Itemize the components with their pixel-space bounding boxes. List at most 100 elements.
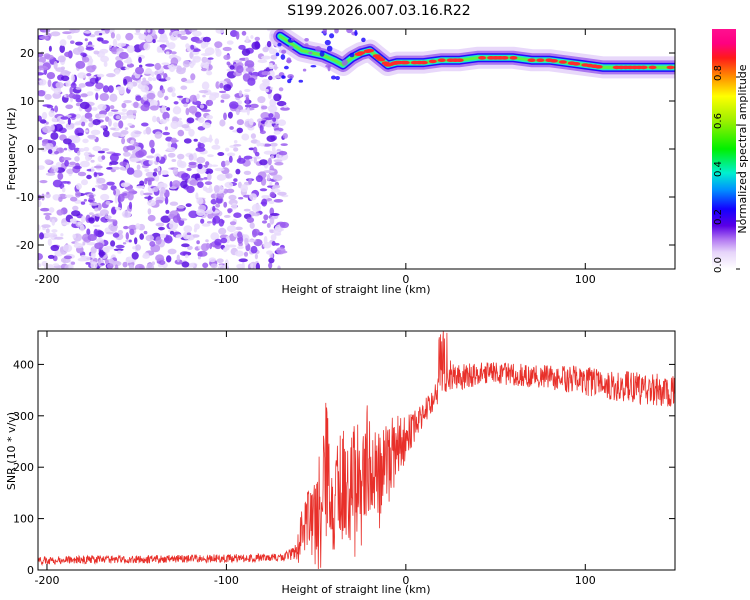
signal-onset-speckle: [329, 33, 335, 39]
spectrogram-noise-speckle: [273, 93, 282, 102]
spectrogram-noise-speckle: [158, 260, 166, 265]
spectrogram-noise-speckle: [93, 165, 103, 169]
spectrogram-noise-speckle: [227, 111, 233, 119]
signal-track-peak: [401, 60, 410, 65]
spectrogram-noise-speckle: [79, 224, 85, 232]
spectrogram-noise-speckle: [270, 188, 281, 193]
spectrogram-noise-speckle: [210, 263, 218, 269]
spectrogram-noise-speckle: [118, 86, 125, 95]
spectrogram-noise-speckle: [261, 79, 270, 84]
spectrogram-noise-speckle: [272, 184, 281, 189]
spectrogram-noise-speckle: [189, 60, 195, 69]
spectrogram-noise-speckle: [105, 116, 110, 122]
spectrogram-noise-speckle: [128, 264, 135, 269]
spectrogram-noise-speckle: [118, 51, 129, 60]
spectrogram-noise-speckle: [269, 216, 275, 225]
spectrogram-noise-speckle: [224, 160, 230, 166]
spectrogram-noise-speckle: [157, 166, 161, 172]
spectrogram-noise-speckle: [178, 117, 182, 121]
spectrogram-noise-speckle: [123, 225, 129, 230]
spectrogram-noise-speckle: [38, 263, 42, 268]
spectrogram-noise-speckle: [270, 155, 275, 159]
spectrogram-noise-speckle: [259, 124, 264, 133]
spectrogram-noise-speckle: [270, 54, 278, 60]
spectrogram-noise-speckle: [124, 67, 130, 70]
colorbar-tick-label: 0.2: [713, 209, 724, 225]
spectrogram-noise-speckle: [45, 142, 54, 151]
spectrogram-noise-speckle: [170, 120, 179, 130]
spectrogram-noise-speckle: [223, 84, 232, 92]
spectrogram-noise-speckle: [132, 169, 143, 178]
spectrogram-noise-speckle: [128, 201, 133, 210]
spectrogram-noise-speckle: [101, 155, 106, 161]
spectrogram-noise-speckle: [146, 155, 155, 159]
spectrogram-noise-speckle: [100, 125, 107, 129]
spectrogram-noise-speckle: [83, 198, 87, 202]
spectrogram-noise-speckle: [96, 177, 106, 184]
spectrogram-noise-speckle: [212, 215, 221, 224]
spectrogram-noise-speckle: [97, 103, 107, 111]
spectrogram-noise-speckle: [226, 225, 237, 233]
spectrogram-noise-speckle: [133, 101, 139, 109]
spectrogram-noise-speckle: [87, 199, 94, 203]
spectrogram-noise-speckle: [158, 78, 168, 82]
spectrogram-noise-speckle: [74, 156, 80, 162]
spectrogram-noise-speckle: [146, 263, 155, 269]
spectrogram-noise-speckle: [189, 234, 194, 240]
spectrogram-noise-speckle: [229, 65, 235, 70]
spectrogram-noise-speckle: [181, 124, 190, 129]
spectrogram-y-tick-label: -10: [16, 191, 34, 204]
spectrogram-noise-speckle: [147, 29, 151, 33]
snr-y-tick-label: 300: [13, 410, 34, 423]
spectrogram-noise-speckle: [87, 134, 97, 139]
spectrogram-noise-speckle: [156, 46, 162, 53]
spectrogram-noise-speckle: [156, 116, 160, 123]
spectrogram-noise-speckle: [48, 45, 52, 52]
spectrogram-noise-speckle: [55, 81, 64, 89]
signal-onset-speckle: [322, 29, 327, 34]
signal-track-peak: [527, 58, 536, 62]
spectrogram-noise-speckle: [185, 97, 189, 103]
spectrogram-noise-speckle: [70, 29, 80, 34]
spectrogram-noise-speckle: [207, 173, 212, 181]
spectrogram-noise-speckle: [282, 133, 288, 139]
spectrogram-noise-speckle: [50, 132, 59, 140]
spectrogram-noise-speckle: [155, 156, 160, 163]
signal-onset-speckle: [283, 65, 289, 70]
spectrogram-noise-speckle: [241, 30, 247, 36]
spectrogram-noise-speckle: [121, 137, 126, 145]
spectrogram-noise-speckle: [83, 30, 92, 34]
spectrogram-noise-speckle: [137, 149, 147, 157]
spectrogram-noise-speckle: [135, 66, 144, 75]
spectrogram-noise-speckle: [55, 67, 65, 72]
spectrogram-noise-speckle: [120, 130, 129, 135]
spectrogram-noise-speckle: [161, 170, 169, 176]
spectrogram-noise-speckle: [195, 192, 199, 200]
spectrogram-noise-speckle: [223, 247, 228, 253]
signal-onset-speckle: [324, 39, 331, 46]
spectrogram-noise-speckle: [104, 29, 110, 34]
spectrogram-noise-speckle: [272, 145, 276, 153]
spectrogram-noise-speckle: [75, 60, 86, 69]
spectrogram-noise-speckle: [201, 109, 211, 112]
spectrogram-noise-speckle: [249, 222, 255, 229]
spectrogram-noise-speckle: [266, 135, 276, 143]
spectrogram-noise-speckle: [51, 229, 58, 233]
spectrogram-noise-speckle: [59, 44, 65, 54]
spectrogram-noise-speckle: [82, 241, 86, 246]
signal-onset-speckle: [346, 29, 353, 34]
spectrogram-noise-speckle: [262, 46, 269, 53]
spectrogram-noise-speckle: [251, 203, 261, 212]
spectrogram-noise-speckle: [88, 217, 95, 224]
snr-y-label: SNR (10 * v/v): [5, 412, 18, 490]
spectrogram-noise-speckle: [110, 226, 118, 232]
spectrogram-noise-speckle: [66, 127, 73, 130]
signal-onset-speckle: [275, 52, 280, 57]
spectrogram-noise-speckle: [199, 104, 205, 109]
colorbar-tick-label: 0.8: [713, 65, 724, 81]
signal-onset-speckle: [361, 37, 366, 43]
spectrogram-noise-speckle: [180, 85, 188, 90]
spectrogram-noise-speckle: [52, 179, 63, 188]
spectrogram-noise-speckle: [91, 166, 95, 173]
spectrogram-noise-speckle: [62, 31, 72, 35]
